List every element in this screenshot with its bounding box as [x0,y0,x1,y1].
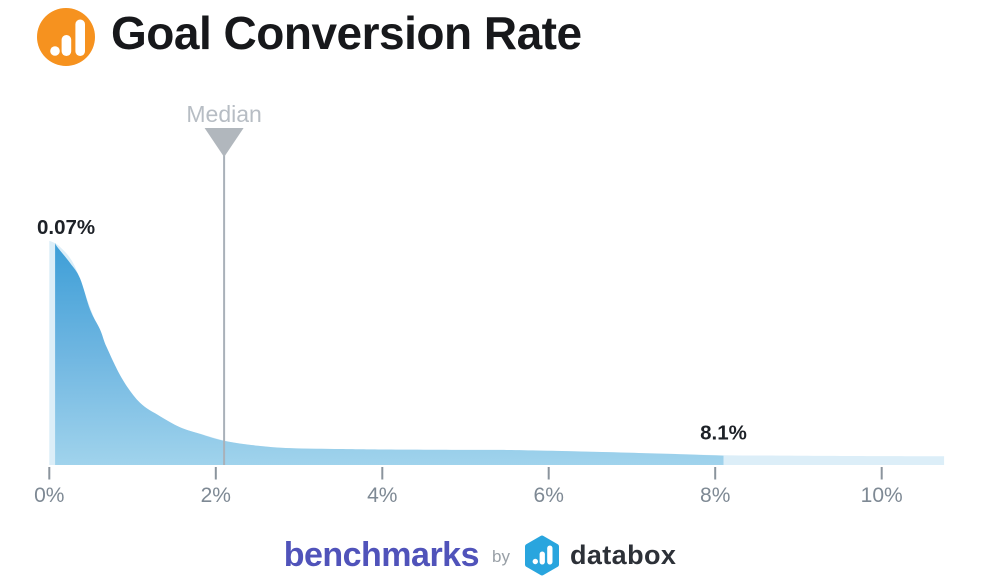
x-tick-label: 2% [201,484,231,507]
databox-hexagon-icon [524,535,559,575]
benchmarks-logo-text: benchmarks [283,536,480,574]
x-tick-label: 8% [700,484,730,507]
min-value-label: 0.07% [37,216,95,239]
footer-branding: benchmarks by databox [0,532,1000,578]
databox-logo-text: databox [569,539,677,570]
by-text: by [492,546,510,566]
x-tick-label: 10% [861,484,903,507]
footer-row: benchmarks by databox [284,535,677,576]
x-tick-label: 4% [367,484,397,507]
median-label: Median [186,101,261,127]
x-axis-ticks: 0% 2% 4% 6% 8% 10% [34,467,903,507]
x-tick-label: 6% [534,484,564,507]
page-title: Goal Conversion Rate [111,7,582,59]
max-value-label: 8.1% [700,422,747,445]
median-triangle-icon [204,128,244,157]
distribution-highlight-area [55,243,724,465]
header: Goal Conversion Rate [0,0,1000,80]
median-marker: Median [186,101,262,465]
databox-bars-icon [37,8,95,66]
x-tick-label: 0% [34,484,64,507]
